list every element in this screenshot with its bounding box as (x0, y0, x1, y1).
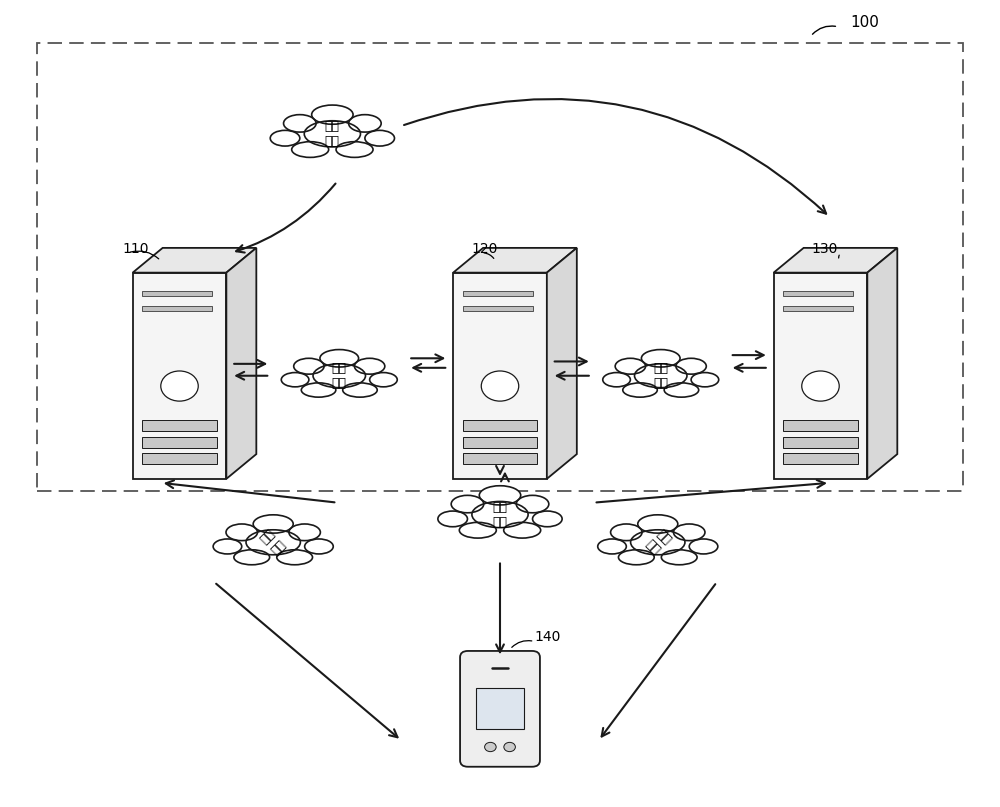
Polygon shape (142, 306, 212, 311)
Text: 网络
连接: 网络 连接 (492, 500, 508, 529)
Ellipse shape (370, 373, 397, 387)
Ellipse shape (312, 105, 353, 124)
Circle shape (802, 371, 839, 401)
Ellipse shape (635, 364, 687, 387)
Polygon shape (133, 273, 226, 479)
Polygon shape (774, 273, 867, 479)
Polygon shape (867, 248, 897, 479)
Ellipse shape (623, 383, 657, 397)
Ellipse shape (281, 373, 309, 387)
Text: 110: 110 (123, 242, 149, 256)
Ellipse shape (246, 530, 300, 554)
Ellipse shape (320, 349, 359, 367)
Text: 网络
连接: 网络 连接 (332, 362, 347, 390)
Ellipse shape (292, 142, 329, 157)
Ellipse shape (304, 121, 360, 147)
Ellipse shape (516, 495, 549, 512)
Ellipse shape (277, 550, 313, 565)
Polygon shape (453, 248, 577, 273)
Ellipse shape (284, 115, 316, 132)
Ellipse shape (301, 383, 336, 397)
Text: 140: 140 (535, 630, 561, 645)
Ellipse shape (313, 364, 365, 387)
Polygon shape (547, 248, 577, 479)
Polygon shape (142, 453, 217, 464)
Ellipse shape (615, 358, 646, 374)
Ellipse shape (305, 539, 333, 554)
Polygon shape (463, 306, 533, 311)
Circle shape (504, 742, 515, 751)
Ellipse shape (664, 383, 699, 397)
Polygon shape (133, 248, 256, 273)
Ellipse shape (641, 349, 680, 367)
Polygon shape (142, 437, 217, 448)
Ellipse shape (270, 131, 300, 146)
Ellipse shape (603, 373, 630, 387)
Polygon shape (783, 420, 858, 432)
FancyBboxPatch shape (460, 651, 540, 767)
Ellipse shape (365, 131, 394, 146)
Ellipse shape (213, 539, 242, 554)
Text: 130: 130 (811, 242, 837, 256)
Ellipse shape (674, 524, 705, 541)
Ellipse shape (472, 501, 528, 528)
Ellipse shape (354, 358, 385, 374)
Ellipse shape (631, 530, 685, 554)
Text: 网络
连接: 网络 连接 (653, 362, 668, 390)
Ellipse shape (336, 142, 373, 157)
Ellipse shape (438, 511, 467, 527)
Polygon shape (463, 453, 537, 464)
Ellipse shape (289, 524, 320, 541)
FancyBboxPatch shape (37, 43, 963, 491)
Polygon shape (453, 273, 547, 479)
Text: 网络
连接: 网络 连接 (258, 527, 288, 558)
Ellipse shape (226, 524, 257, 541)
Ellipse shape (676, 358, 706, 374)
Ellipse shape (611, 524, 642, 541)
Ellipse shape (451, 495, 484, 512)
Text: 网络
连接: 网络 连接 (325, 120, 340, 148)
Polygon shape (226, 248, 256, 479)
Polygon shape (783, 437, 858, 448)
Polygon shape (142, 291, 212, 296)
Text: 100: 100 (850, 15, 879, 30)
Circle shape (481, 371, 519, 401)
Text: 120: 120 (472, 242, 498, 256)
Polygon shape (463, 291, 533, 296)
Ellipse shape (598, 539, 626, 554)
Ellipse shape (459, 522, 496, 538)
Polygon shape (774, 248, 897, 273)
Ellipse shape (689, 539, 718, 554)
Polygon shape (463, 437, 537, 448)
Ellipse shape (691, 373, 719, 387)
Ellipse shape (294, 358, 324, 374)
Circle shape (161, 371, 198, 401)
Polygon shape (783, 291, 853, 296)
Circle shape (485, 742, 496, 751)
Polygon shape (783, 453, 858, 464)
Ellipse shape (479, 486, 521, 505)
Polygon shape (783, 306, 853, 311)
Ellipse shape (234, 550, 270, 565)
Polygon shape (142, 420, 217, 432)
Ellipse shape (533, 511, 562, 527)
Polygon shape (463, 420, 537, 432)
Ellipse shape (618, 550, 654, 565)
Ellipse shape (253, 515, 293, 533)
Ellipse shape (349, 115, 381, 132)
Ellipse shape (343, 383, 377, 397)
Ellipse shape (661, 550, 697, 565)
Text: 网络
连接: 网络 连接 (643, 527, 673, 558)
Ellipse shape (638, 515, 678, 533)
Ellipse shape (504, 522, 541, 538)
FancyBboxPatch shape (476, 688, 524, 730)
